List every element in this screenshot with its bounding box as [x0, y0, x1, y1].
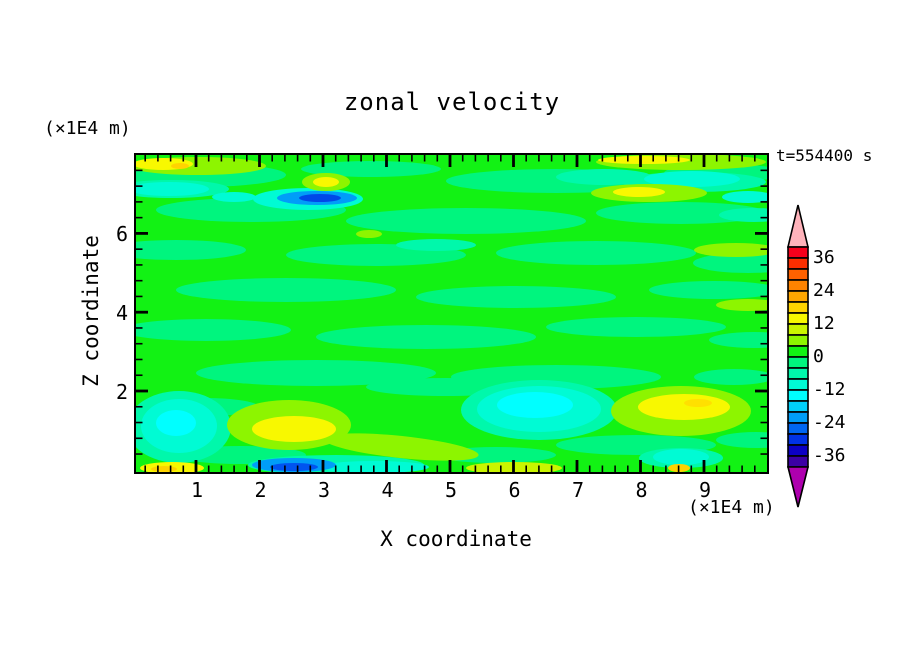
- x-tick-label: 5: [444, 478, 458, 502]
- colorbar-segment: [787, 433, 809, 446]
- y-tick-label: 6: [115, 222, 128, 247]
- x-axis-title: X coordinate: [380, 527, 532, 551]
- colorbar-segment: [787, 334, 809, 347]
- y-tick-label: 4: [115, 301, 128, 326]
- contour-blob: [356, 230, 382, 238]
- x-tick-label: 7: [571, 478, 585, 502]
- x-tick-label: 1: [190, 478, 204, 502]
- colorbar-segment: [787, 400, 809, 413]
- colorbar-segment: [787, 345, 809, 358]
- plot-title: zonal velocity: [343, 88, 561, 116]
- contour-blob: [694, 369, 767, 385]
- contour-blob: [693, 253, 767, 273]
- colorbar-tick-label: 12: [813, 313, 835, 334]
- contour-blob: [596, 202, 766, 224]
- contour-blob: [638, 394, 730, 420]
- x-tick-label: 6: [508, 478, 521, 502]
- x-tick-label: 3: [317, 478, 331, 502]
- colorbar-over-arrow: [786, 204, 810, 248]
- contour-blob: [684, 399, 712, 407]
- contour-blob: [396, 239, 476, 251]
- x-tick-label: 2: [254, 478, 267, 502]
- contour-field: [136, 155, 767, 472]
- colorbar-segment: [787, 257, 809, 270]
- colorbar-tick-label: 24: [813, 280, 835, 301]
- y-tick-label: 2: [115, 380, 128, 404]
- contour-blob: [613, 187, 665, 197]
- contour-blob: [416, 286, 616, 308]
- colorbar-tick-label: -12: [813, 379, 846, 400]
- colorbar-segment: [787, 301, 809, 314]
- colorbar-tick-label: -36: [813, 445, 846, 466]
- colorbar-segment: [787, 246, 809, 259]
- contour-blob: [316, 325, 536, 349]
- colorbar-under-arrow: [786, 466, 810, 508]
- colorbar-tick-label: -24: [813, 412, 846, 433]
- colorbar-segment: [787, 356, 809, 369]
- contour-blob: [151, 466, 177, 472]
- contour-blob: [313, 177, 339, 187]
- contour-blob: [196, 360, 436, 386]
- contour-blob: [653, 449, 709, 465]
- contour-blob: [556, 169, 652, 185]
- timestamp-label: t=554400 s: [776, 146, 873, 165]
- plot-frame: [134, 153, 769, 474]
- contour-blob: [136, 240, 246, 260]
- contour-blob: [546, 317, 726, 337]
- contour-blob: [136, 182, 209, 196]
- colorbar-segment: [787, 411, 809, 424]
- contour-blob: [171, 163, 189, 169]
- contour-blob: [156, 410, 196, 436]
- contour-blob: [709, 332, 767, 348]
- colorbar-segment: [787, 389, 809, 402]
- colorbar-segment: [787, 279, 809, 292]
- contour-blob: [496, 241, 696, 265]
- colorbar-segment: [787, 367, 809, 380]
- colorbar-segment: [787, 312, 809, 325]
- y-axis-unit-label: (×1E4 m): [44, 118, 131, 139]
- contour-blob: [299, 194, 341, 202]
- contour-blob: [136, 319, 291, 341]
- contour-blob: [716, 432, 767, 448]
- x-tick-label: 8: [635, 478, 648, 502]
- contour-blob: [497, 392, 573, 418]
- colorbar-tick-label: 0: [813, 346, 824, 367]
- colorbar-segment: [787, 378, 809, 391]
- contour-blob: [270, 463, 318, 471]
- x-axis-unit-label: (×1E4 m): [688, 497, 775, 518]
- colorbar-segment: [787, 422, 809, 435]
- colorbar-segment: [787, 323, 809, 336]
- contour-blob: [176, 278, 396, 302]
- contour-blob: [346, 208, 586, 234]
- contour-blob: [649, 281, 767, 299]
- contour-blob: [644, 171, 740, 187]
- contour-blob: [694, 243, 767, 257]
- x-tick-label: 4: [381, 478, 394, 502]
- contour-blob: [323, 433, 479, 461]
- contour-blob: [301, 161, 441, 177]
- contour-blob: [716, 299, 767, 311]
- x-tick-label: 9: [698, 478, 712, 502]
- contour-blob: [252, 416, 336, 442]
- colorbar-segment: [787, 455, 809, 468]
- colorbar-segment: [787, 444, 809, 457]
- contour-blob: [212, 192, 256, 202]
- contour-blob: [598, 156, 690, 164]
- colorbar-tick-label: 36: [813, 247, 835, 268]
- contour-blob: [719, 208, 767, 222]
- colorbar: [786, 204, 810, 508]
- colorbar-segment: [787, 290, 809, 303]
- colorbar-segment: [787, 268, 809, 281]
- contour-blob: [722, 191, 767, 203]
